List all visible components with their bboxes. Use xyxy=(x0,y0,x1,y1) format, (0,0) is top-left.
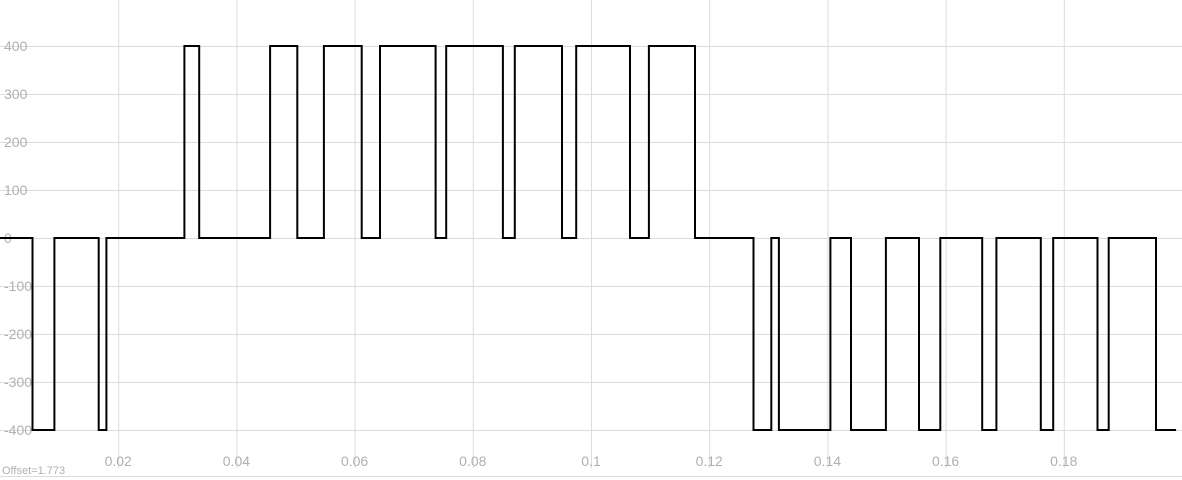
x-tick-label: 0.1 xyxy=(581,453,601,469)
x-tick-label: 0.02 xyxy=(105,453,132,469)
x-tick-label: 0.12 xyxy=(696,453,723,469)
x-tick-labels: 0.02 0.04 0.06 0.08 0.1 0.12 0.14 0.16 0.18 xyxy=(105,453,1078,469)
offset-label: Offset=1.773 xyxy=(2,465,65,477)
x-tick-label: 0.08 xyxy=(459,453,486,469)
x-tick-label: 0.18 xyxy=(1050,453,1077,469)
x-tick-label: 0.16 xyxy=(932,453,959,469)
x-tick-label: 0.04 xyxy=(223,453,250,469)
y-tick-label: -400 xyxy=(4,422,32,438)
y-tick-label: 300 xyxy=(4,86,28,102)
y-tick-label: 100 xyxy=(4,182,28,198)
x-tick-label: 0.06 xyxy=(341,453,368,469)
x-tick-label: 0.14 xyxy=(814,453,841,469)
y-tick-label: -200 xyxy=(4,326,32,342)
y-tick-label: 200 xyxy=(4,134,28,150)
y-tick-label: -300 xyxy=(4,374,32,390)
y-tick-label: -100 xyxy=(4,278,32,294)
signal-line xyxy=(0,45,1177,431)
y-tick-label: 400 xyxy=(4,38,28,54)
